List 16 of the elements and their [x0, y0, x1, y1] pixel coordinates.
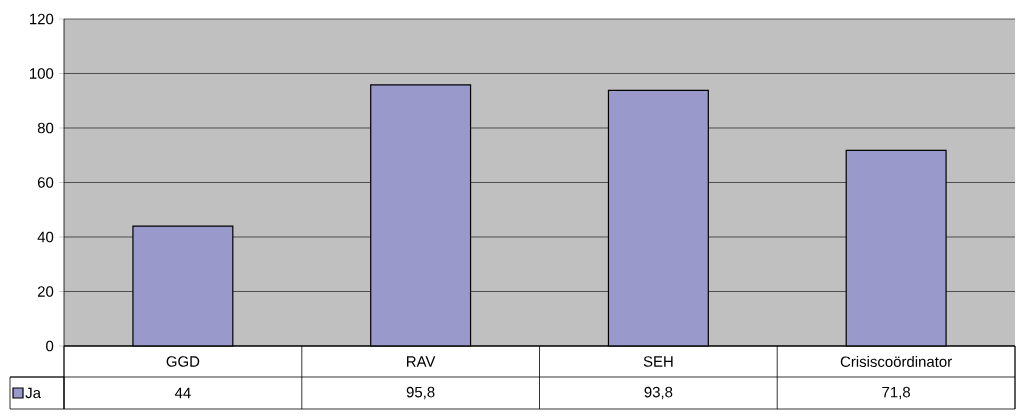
y-tick-label: 40 — [37, 231, 54, 243]
y-tick-label: 0 — [46, 340, 54, 352]
data-label: 44 — [174, 387, 191, 399]
data-label: 71,8 — [882, 386, 910, 400]
x-tick-label: GGD — [166, 356, 200, 367]
x-tick-label: RAV — [407, 356, 436, 367]
y-tick-label: 80 — [37, 122, 54, 134]
y-tick-label: 20 — [37, 286, 54, 297]
x-tick-label: Crisiscoördinator — [840, 356, 952, 367]
legend-label: Ja — [25, 387, 41, 399]
y-tick-label: 60 — [37, 177, 54, 188]
x-tick-label: SEH — [643, 356, 673, 367]
data-label: 93,8 — [644, 386, 673, 400]
data-label: 95,8 — [406, 386, 435, 400]
y-tick-label: 100 — [30, 68, 54, 79]
y-tick-label: 120 — [30, 13, 54, 25]
